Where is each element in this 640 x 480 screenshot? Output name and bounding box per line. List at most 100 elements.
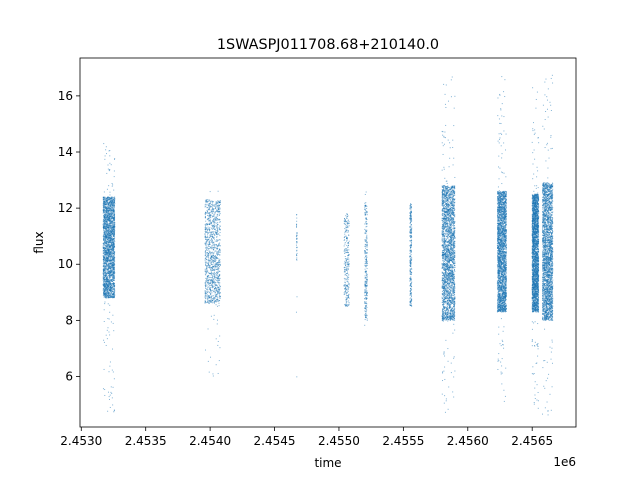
data-point bbox=[209, 262, 211, 264]
data-point bbox=[217, 265, 219, 267]
data-point bbox=[105, 238, 107, 240]
data-point bbox=[106, 248, 108, 250]
data-point bbox=[217, 319, 218, 321]
data-point bbox=[105, 230, 107, 232]
data-point bbox=[112, 201, 114, 203]
data-point bbox=[103, 267, 105, 269]
data-point bbox=[410, 220, 412, 222]
data-point bbox=[113, 291, 115, 293]
data-point bbox=[215, 247, 217, 249]
data-point bbox=[103, 226, 105, 228]
data-point bbox=[108, 198, 110, 200]
data-point bbox=[107, 264, 109, 266]
data-point bbox=[410, 245, 412, 247]
data-point bbox=[211, 201, 213, 203]
data-point bbox=[364, 285, 366, 287]
data-point bbox=[105, 200, 107, 202]
data-point bbox=[217, 215, 219, 217]
data-point bbox=[409, 240, 411, 242]
data-point bbox=[219, 297, 221, 299]
data-point bbox=[217, 222, 219, 224]
data-point bbox=[208, 250, 210, 252]
data-point bbox=[343, 218, 345, 220]
data-point bbox=[108, 185, 110, 187]
data-point bbox=[105, 263, 107, 265]
data-point bbox=[344, 258, 346, 260]
data-point bbox=[107, 303, 109, 305]
data-point bbox=[218, 290, 220, 292]
data-point bbox=[442, 282, 444, 284]
data-point bbox=[218, 260, 220, 262]
data-point bbox=[104, 253, 106, 255]
data-point bbox=[365, 288, 367, 290]
data-point bbox=[103, 216, 105, 218]
data-point bbox=[109, 205, 111, 207]
data-point bbox=[102, 269, 104, 271]
data-point bbox=[108, 253, 110, 255]
data-point bbox=[107, 212, 109, 214]
data-point bbox=[210, 279, 212, 281]
data-point bbox=[109, 155, 111, 157]
data-point bbox=[107, 216, 109, 218]
data-point bbox=[112, 243, 114, 245]
data-point bbox=[112, 262, 114, 264]
data-point bbox=[296, 224, 298, 226]
data-point bbox=[211, 240, 213, 242]
data-point bbox=[106, 265, 108, 267]
data-point bbox=[103, 239, 105, 241]
data-point bbox=[109, 274, 111, 276]
data-point bbox=[218, 305, 220, 307]
data-point bbox=[208, 284, 210, 286]
data-point bbox=[214, 295, 216, 297]
data-point bbox=[110, 218, 112, 220]
data-point bbox=[111, 397, 113, 399]
data-point bbox=[209, 219, 211, 221]
data-point bbox=[106, 236, 108, 238]
data-point bbox=[104, 394, 106, 396]
data-point bbox=[107, 202, 109, 204]
data-point bbox=[347, 256, 349, 258]
data-point bbox=[112, 223, 114, 225]
data-point bbox=[105, 228, 107, 230]
data-point bbox=[365, 211, 367, 213]
data-point bbox=[103, 232, 105, 234]
data-point bbox=[345, 278, 347, 280]
data-point bbox=[103, 250, 105, 252]
data-point bbox=[208, 208, 210, 210]
data-point bbox=[212, 281, 214, 283]
data-point bbox=[105, 257, 107, 259]
data-point bbox=[109, 259, 111, 261]
data-point bbox=[107, 272, 109, 274]
data-point bbox=[364, 202, 366, 204]
data-point bbox=[108, 318, 110, 320]
data-point bbox=[219, 251, 221, 253]
data-point bbox=[113, 235, 115, 237]
data-point bbox=[106, 188, 108, 190]
data-point bbox=[215, 274, 217, 276]
data-point bbox=[106, 276, 108, 278]
data-point bbox=[105, 272, 107, 274]
data-point bbox=[410, 243, 412, 245]
data-point bbox=[103, 206, 105, 208]
data-point bbox=[348, 225, 350, 227]
data-point bbox=[209, 260, 211, 262]
data-point bbox=[208, 240, 210, 242]
data-point bbox=[102, 251, 104, 253]
data-point bbox=[216, 239, 218, 241]
data-point bbox=[216, 292, 218, 294]
data-point bbox=[410, 214, 412, 216]
data-point bbox=[103, 208, 105, 210]
data-point bbox=[112, 208, 114, 210]
data-point bbox=[105, 202, 107, 204]
data-point bbox=[103, 210, 105, 212]
data-point bbox=[106, 209, 108, 211]
data-point bbox=[106, 282, 108, 284]
data-point bbox=[364, 205, 366, 207]
data-point bbox=[216, 248, 218, 250]
data-point bbox=[211, 261, 213, 263]
data-point bbox=[104, 289, 106, 291]
data-point bbox=[206, 249, 208, 251]
data-point bbox=[212, 215, 214, 217]
data-point bbox=[108, 229, 110, 231]
data-point bbox=[346, 266, 348, 268]
